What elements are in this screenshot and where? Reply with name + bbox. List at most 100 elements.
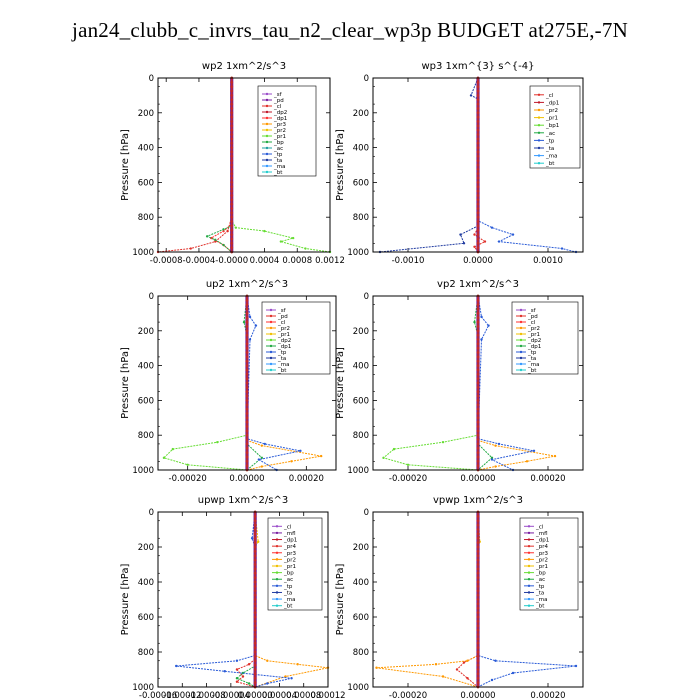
x-tick-label: 0.00012 bbox=[310, 691, 345, 700]
y-tick-label: 0 bbox=[364, 292, 369, 302]
legend-marker bbox=[275, 591, 279, 594]
profile-marker bbox=[253, 606, 257, 610]
profile-marker bbox=[230, 241, 234, 245]
profile-marker bbox=[476, 442, 480, 446]
legend-marker bbox=[265, 110, 269, 114]
profile-marker bbox=[476, 433, 480, 437]
legend-marker bbox=[275, 538, 279, 541]
profile-marker bbox=[476, 514, 480, 518]
profile-marker bbox=[245, 425, 249, 428]
legend-marker bbox=[519, 320, 523, 324]
panel-up2: up2 1xm^2/s^3 Pressure [hPa] 0 200 400 600 800… bbox=[120, 279, 337, 484]
profile-marker bbox=[476, 224, 480, 228]
profile-marker bbox=[245, 455, 249, 459]
profile-marker bbox=[476, 624, 480, 628]
profile-marker bbox=[476, 185, 480, 189]
x-tick-label: -0.0000 bbox=[215, 256, 248, 266]
legend-label: _pr2 bbox=[535, 557, 548, 563]
legend-label: _tp bbox=[277, 350, 287, 356]
series-line bbox=[157, 78, 233, 253]
series-point bbox=[189, 247, 192, 250]
profile-marker bbox=[476, 549, 480, 553]
series-point bbox=[490, 226, 494, 229]
series-point bbox=[462, 661, 466, 664]
x-tick-label: 0.00020 bbox=[530, 474, 565, 484]
series-point bbox=[296, 663, 299, 666]
y-tick-label: 0 bbox=[364, 74, 369, 84]
profile-marker bbox=[253, 571, 257, 575]
legend-label: _cl bbox=[283, 524, 292, 530]
legend-marker bbox=[275, 578, 279, 581]
legend-label: _cl bbox=[545, 93, 554, 99]
series-point bbox=[473, 320, 476, 324]
profile-marker bbox=[230, 120, 234, 123]
legend-marker bbox=[275, 558, 279, 561]
plot-frame bbox=[157, 295, 337, 471]
y-tick-label: 400 bbox=[138, 362, 154, 372]
panel-wp2: wp2 1xm^2/s^3 Pressure [hPa] 0 200 400 600 800… bbox=[120, 61, 345, 266]
profile-marker bbox=[476, 646, 480, 650]
legend-label: _sf bbox=[527, 308, 537, 314]
legend-marker bbox=[269, 368, 273, 372]
profile-marker bbox=[476, 194, 480, 197]
legend-marker bbox=[519, 314, 523, 318]
legend-marker bbox=[537, 101, 541, 104]
profile-marker bbox=[230, 202, 234, 206]
profile-marker bbox=[253, 611, 257, 615]
legend-marker bbox=[527, 584, 531, 588]
profile-marker bbox=[245, 390, 249, 394]
profile-marker bbox=[476, 459, 480, 463]
profile-marker bbox=[245, 364, 249, 367]
y-tick-label: 600 bbox=[138, 613, 154, 623]
x-tick-label: 0.00000 bbox=[229, 474, 264, 484]
series-point bbox=[279, 240, 283, 243]
y-tick-label: 1000 bbox=[347, 466, 369, 476]
series-point bbox=[263, 229, 266, 233]
legend-label: _dp2 bbox=[527, 338, 541, 344]
profile-marker bbox=[230, 185, 234, 189]
legend-marker bbox=[537, 108, 541, 112]
profile-marker bbox=[230, 207, 234, 210]
series-point bbox=[462, 242, 466, 245]
legend-marker bbox=[269, 344, 273, 348]
legend-label: _ma bbox=[273, 164, 285, 170]
legend-label: _ma bbox=[535, 597, 547, 603]
series-point bbox=[260, 465, 264, 468]
profile-marker bbox=[230, 137, 234, 141]
profile-marker bbox=[476, 676, 480, 680]
legend-marker bbox=[265, 140, 269, 144]
series-line bbox=[382, 296, 479, 471]
legend-marker bbox=[265, 134, 269, 138]
legend-marker bbox=[519, 332, 523, 336]
profile-marker bbox=[476, 602, 480, 606]
legend-marker bbox=[269, 314, 273, 318]
panel-title: up2 1xm^2/s^3 bbox=[206, 279, 288, 290]
profile-marker bbox=[245, 420, 249, 424]
legend-marker bbox=[537, 124, 541, 127]
profile-marker bbox=[230, 198, 234, 202]
profile-marker bbox=[253, 567, 257, 571]
legend-label: _dp1 bbox=[277, 344, 291, 350]
legend-label: _ac bbox=[535, 577, 545, 583]
series-point bbox=[260, 444, 264, 447]
profile-marker bbox=[253, 676, 257, 680]
profile-marker bbox=[476, 425, 480, 428]
profile-marker bbox=[245, 342, 249, 346]
profile-marker bbox=[253, 628, 257, 632]
profile-marker bbox=[230, 89, 234, 93]
series-point bbox=[466, 659, 469, 662]
profile-marker bbox=[476, 85, 480, 89]
legend-marker bbox=[537, 154, 541, 157]
legend-label: _pr4 bbox=[535, 544, 549, 550]
legend-label: _ta bbox=[273, 158, 282, 164]
y-tick-label: 400 bbox=[353, 578, 369, 588]
series-point bbox=[250, 537, 254, 540]
legend-marker bbox=[269, 332, 273, 336]
profile-marker bbox=[245, 446, 249, 450]
profile-marker bbox=[253, 532, 257, 536]
profile-marker bbox=[253, 619, 257, 623]
series-point bbox=[480, 315, 483, 319]
profile-marker bbox=[476, 94, 480, 97]
profile-marker bbox=[476, 154, 480, 158]
profile-marker bbox=[245, 385, 249, 389]
